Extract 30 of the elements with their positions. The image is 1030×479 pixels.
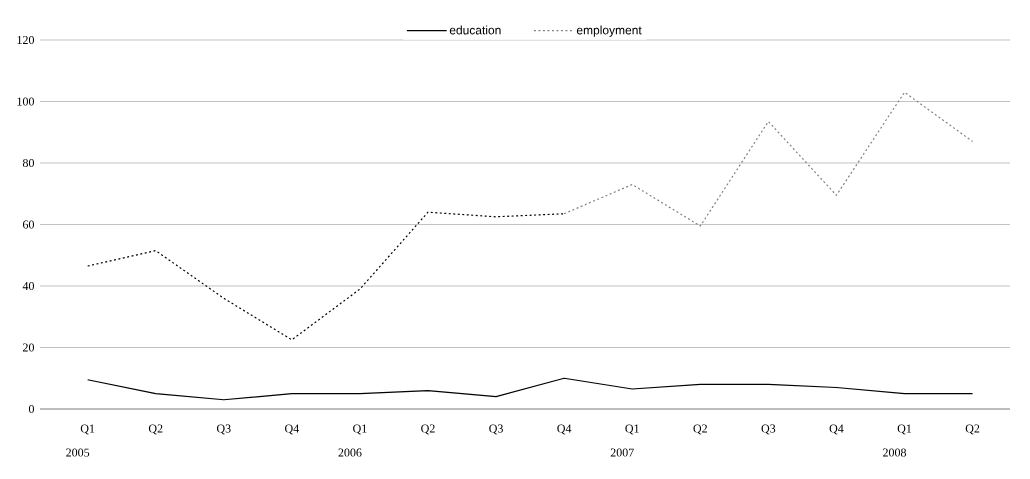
x-tick-label: Q3 <box>761 424 776 435</box>
x-tick-label: Q2 <box>965 424 980 435</box>
text: 2006 <box>338 448 362 457</box>
text: 2005 <box>66 448 90 457</box>
line-series <box>563 91 974 227</box>
x-tick-label: Q4 <box>285 424 300 435</box>
text: 2007 <box>610 448 634 457</box>
text: 2008 <box>883 448 907 457</box>
legend-label: employment <box>576 25 642 37</box>
x-tick-label: Q1 <box>897 424 912 435</box>
y-tick-label: 80 <box>22 158 34 168</box>
legend-label: education <box>449 25 501 35</box>
x-tick-label: Q3 <box>489 424 503 435</box>
y-tick-label: 60 <box>22 220 34 229</box>
line-series <box>87 211 565 341</box>
x-tick-label: Q1 <box>625 424 639 435</box>
line-series <box>87 377 974 401</box>
x-tick-label: Q4 <box>829 424 844 435</box>
x-tick-label: Q1 <box>80 424 95 435</box>
y-tick-label: 40 <box>22 281 34 291</box>
x-tick-label: Q3 <box>216 424 231 435</box>
y-tick-label: 100 <box>17 97 34 106</box>
x-tick-label: Q4 <box>557 424 572 435</box>
x-tick-label: Q1 <box>353 424 367 435</box>
x-tick-label: Q2 <box>693 424 707 435</box>
x-tick-label: Q2 <box>421 424 435 435</box>
y-tick-label: 0 <box>28 404 34 414</box>
y-tick-label: 20 <box>23 343 34 352</box>
y-tick-label: 120 <box>17 35 34 45</box>
x-tick-label: Q2 <box>148 424 163 435</box>
